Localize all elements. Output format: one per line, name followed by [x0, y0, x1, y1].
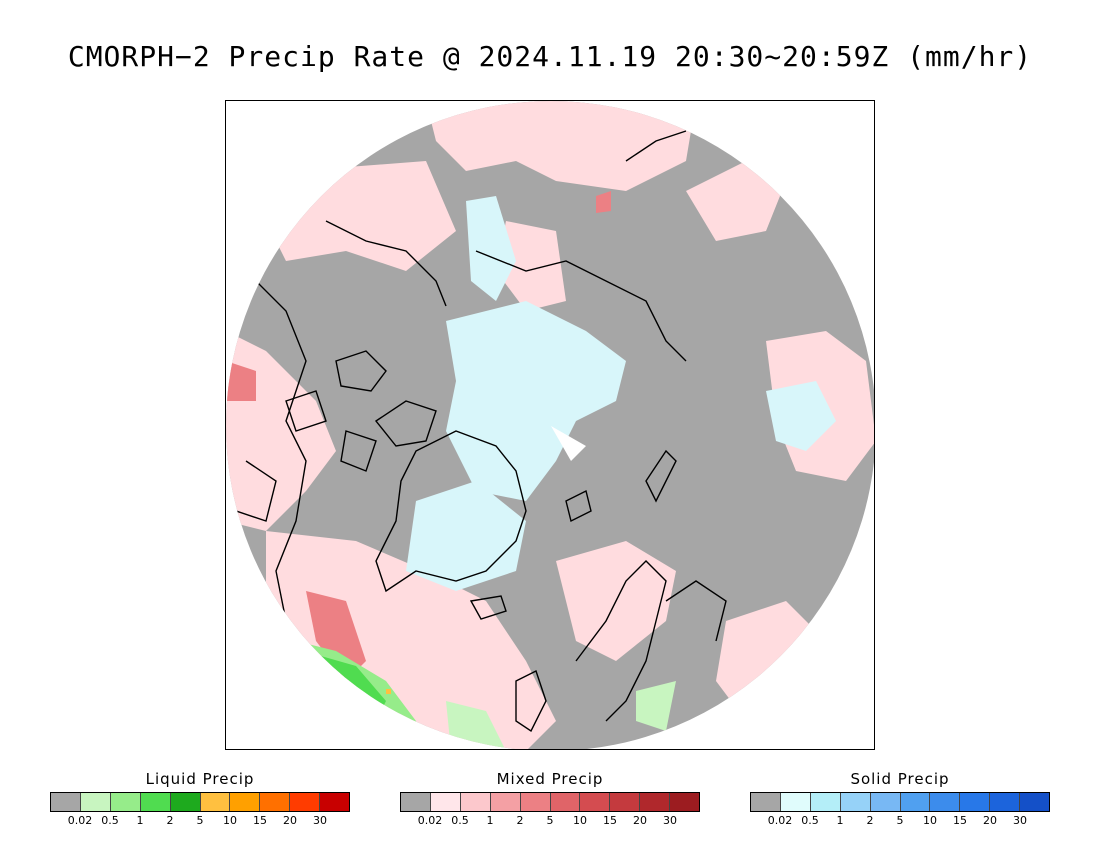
tick-label: 1: [836, 814, 844, 827]
legend-swatch: [460, 793, 491, 811]
tick-label: 2: [166, 814, 174, 827]
color-bar: [50, 792, 350, 812]
legend-swatch: [810, 793, 841, 811]
map-disk: [226, 101, 874, 749]
tick-label: 5: [896, 814, 904, 827]
tick-label: 20: [633, 814, 647, 827]
tick-label: 1: [136, 814, 144, 827]
solid-precip-regions: [406, 196, 836, 591]
legend-swatch: [230, 793, 261, 811]
legend-swatch: [110, 793, 141, 811]
map-panel: [225, 100, 875, 750]
color-bar: [400, 792, 700, 812]
legend-swatch: [900, 793, 931, 811]
tick-label: 15: [953, 814, 967, 827]
tick-label: 10: [223, 814, 237, 827]
legend-swatch: [580, 793, 611, 811]
tick-label: 0.5: [801, 814, 819, 827]
tick-label: 1: [486, 814, 494, 827]
legend-swatch: [780, 793, 811, 811]
pole-gap: [551, 426, 586, 461]
coastlines: [226, 130, 727, 733]
legend-swatch: [670, 793, 700, 811]
legend-title: Solid Precip: [850, 770, 950, 788]
legend-liquid: Liquid Precip 0.02 0.5 1 2 5 10 15 20 30: [50, 770, 350, 828]
legend-swatch: [401, 793, 431, 811]
tick-label: 0.02: [767, 814, 793, 827]
tick-label: 10: [573, 814, 587, 827]
color-bar: [750, 792, 1050, 812]
legend-swatch: [751, 793, 781, 811]
legend-swatch: [640, 793, 671, 811]
legend-swatch: [960, 793, 991, 811]
tick-label: 0.5: [451, 814, 469, 827]
legend-swatch: [80, 793, 111, 811]
tick-label: 30: [1013, 814, 1027, 827]
tick-labels: 0.02 0.5 1 2 5 10 15 20 30: [400, 812, 700, 828]
legend-swatch: [990, 793, 1021, 811]
tick-label: 0.02: [67, 814, 93, 827]
legend-swatch: [170, 793, 201, 811]
tick-label: 2: [866, 814, 874, 827]
legend-swatch: [840, 793, 871, 811]
tick-label: 0.5: [101, 814, 119, 827]
tick-label: 10: [923, 814, 937, 827]
page-title: CMORPH−2 Precip Rate @ 2024.11.19 20:30~…: [67, 40, 1033, 73]
legend-swatch: [51, 793, 81, 811]
legend-swatch: [290, 793, 321, 811]
legend-title: Liquid Precip: [145, 770, 255, 788]
tick-label: 20: [283, 814, 297, 827]
tick-labels: 0.02 0.5 1 2 5 10 15 20 30: [750, 812, 1050, 828]
legend-swatch: [140, 793, 171, 811]
tick-label: 5: [196, 814, 204, 827]
legend-swatch: [320, 793, 350, 811]
legend-swatch: [870, 793, 901, 811]
legend-swatch: [430, 793, 461, 811]
legend-swatch: [200, 793, 231, 811]
legend-swatch: [550, 793, 581, 811]
tick-labels: 0.02 0.5 1 2 5 10 15 20 30: [50, 812, 350, 828]
tick-label: 30: [663, 814, 677, 827]
legend-title: Mixed Precip: [496, 770, 604, 788]
tick-label: 5: [546, 814, 554, 827]
tick-label: 15: [603, 814, 617, 827]
legend-solid: Solid Precip 0.02 0.5 1 2 5 10 15 20 30: [750, 770, 1050, 828]
tick-label: 30: [313, 814, 327, 827]
tick-label: 2: [516, 814, 524, 827]
mixed-precip-moderate-regions: [226, 191, 611, 681]
legend-swatch: [260, 793, 291, 811]
polar-map: [226, 101, 874, 749]
legend-swatch: [520, 793, 551, 811]
legend-swatch: [1020, 793, 1050, 811]
legend-swatch: [490, 793, 521, 811]
legend-swatch: [610, 793, 641, 811]
legend-swatch: [930, 793, 961, 811]
tick-label: 15: [253, 814, 267, 827]
tick-label: 20: [983, 814, 997, 827]
tick-label: 0.02: [417, 814, 443, 827]
legend-mixed: Mixed Precip 0.02 0.5 1 2 5 10 15 20 30: [400, 770, 700, 828]
mixed-precip-light-regions: [226, 101, 874, 749]
